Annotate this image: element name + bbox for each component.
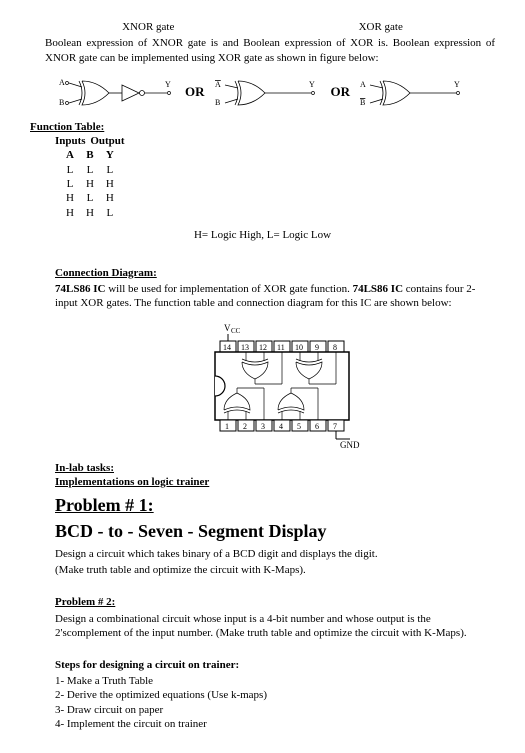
table-row: HLH bbox=[60, 191, 120, 205]
col-y: Y bbox=[100, 148, 120, 162]
table-row: HHL bbox=[60, 206, 120, 220]
connection-heading: Connection Diagram: bbox=[55, 266, 495, 280]
svg-text:1: 1 bbox=[225, 422, 229, 431]
xnor-notgate-icon: A B Y bbox=[57, 75, 177, 110]
svg-text:8: 8 bbox=[333, 343, 337, 352]
table-row: LHH bbox=[60, 177, 120, 191]
svg-text:12: 12 bbox=[259, 343, 267, 352]
svg-text:B: B bbox=[215, 98, 220, 107]
vcc-label: V bbox=[224, 323, 231, 333]
steps-list: 1- Make a Truth Table 2- Derive the opti… bbox=[55, 674, 495, 731]
problem1-title: Problem # 1: bbox=[55, 494, 495, 517]
svg-text:2: 2 bbox=[243, 422, 247, 431]
gate-labels: XNOR gate XOR gate bbox=[30, 20, 495, 34]
svg-text:Y: Y bbox=[454, 80, 460, 89]
output-label: Output bbox=[90, 135, 124, 147]
list-item: 1- Make a Truth Table bbox=[55, 674, 495, 688]
inlab-sub: Implementations on logic trainer bbox=[55, 475, 495, 489]
problem2-heading: Problem # 2: bbox=[55, 595, 495, 609]
list-item: 3- Draw circuit on paper bbox=[55, 703, 495, 717]
connection-text: 74LS86 IC will be used for implementatio… bbox=[55, 282, 495, 311]
table-header-row: Inputs Output bbox=[55, 134, 495, 148]
problem1-subtitle: BCD - to - Seven - Segment Display bbox=[55, 520, 495, 543]
svg-text:7: 7 bbox=[333, 422, 337, 431]
top-pins: 14 13 12 11 10 9 8 bbox=[220, 341, 344, 352]
list-item: 2- Derive the optimized equations (Use k… bbox=[55, 688, 495, 702]
inputs-label: Inputs bbox=[55, 135, 86, 147]
svg-text:14: 14 bbox=[223, 343, 231, 352]
xor-abar-icon: A B Y bbox=[213, 75, 323, 110]
svg-text:A: A bbox=[59, 78, 65, 87]
svg-text:9: 9 bbox=[315, 343, 319, 352]
svg-text:10: 10 bbox=[295, 343, 303, 352]
or-label-1: OR bbox=[185, 84, 205, 101]
svg-text:B: B bbox=[59, 98, 64, 107]
function-table-heading: Function Table: bbox=[30, 120, 495, 134]
col-b: B bbox=[80, 148, 100, 162]
logic-note: H= Logic High, L= Logic Low bbox=[30, 228, 495, 242]
xor-bbar-icon: A B Y bbox=[358, 75, 468, 110]
table-row: LLL bbox=[60, 163, 120, 177]
col-a: A bbox=[60, 148, 80, 162]
svg-text:A: A bbox=[215, 80, 221, 89]
xor-label: XOR gate bbox=[359, 20, 403, 34]
svg-text:A: A bbox=[360, 80, 366, 89]
or-label-2: OR bbox=[331, 84, 351, 101]
problem2-text: Design a combinational circuit whose inp… bbox=[55, 612, 495, 641]
table-row: A B Y bbox=[60, 148, 120, 162]
gnd-label: GND bbox=[340, 440, 360, 450]
problem1-text1: Design a circuit which takes binary of a… bbox=[55, 547, 495, 561]
svg-text:Y: Y bbox=[165, 80, 171, 89]
bottom-pins: 1 2 3 4 5 6 7 bbox=[220, 420, 344, 431]
svg-text:B: B bbox=[360, 98, 365, 107]
xnor-label: XNOR gate bbox=[122, 20, 174, 34]
inlab-heading: In-lab tasks: bbox=[55, 461, 495, 475]
svg-text:3: 3 bbox=[261, 422, 265, 431]
problem1-text2: (Make truth table and optimize the circu… bbox=[55, 563, 495, 577]
svg-text:5: 5 bbox=[297, 422, 301, 431]
svg-text:CC: CC bbox=[231, 327, 241, 335]
svg-text:4: 4 bbox=[279, 422, 283, 431]
ic-diagram: VCC 14 13 12 11 10 9 8 bbox=[55, 321, 495, 451]
svg-text:13: 13 bbox=[241, 343, 249, 352]
gate-diagram-row: A B Y OR A B Y OR A B Y bbox=[30, 75, 495, 110]
steps-heading: Steps for designing a circuit on trainer… bbox=[55, 658, 495, 672]
list-item: 4- Implement the circuit on trainer bbox=[55, 717, 495, 731]
truth-table: A B Y LLL LHH HLH HHL bbox=[60, 148, 120, 219]
svg-text:11: 11 bbox=[277, 343, 285, 352]
intro-text: Boolean expression of XNOR gate is and B… bbox=[45, 36, 495, 65]
svg-text:6: 6 bbox=[315, 422, 319, 431]
svg-text:Y: Y bbox=[309, 80, 315, 89]
